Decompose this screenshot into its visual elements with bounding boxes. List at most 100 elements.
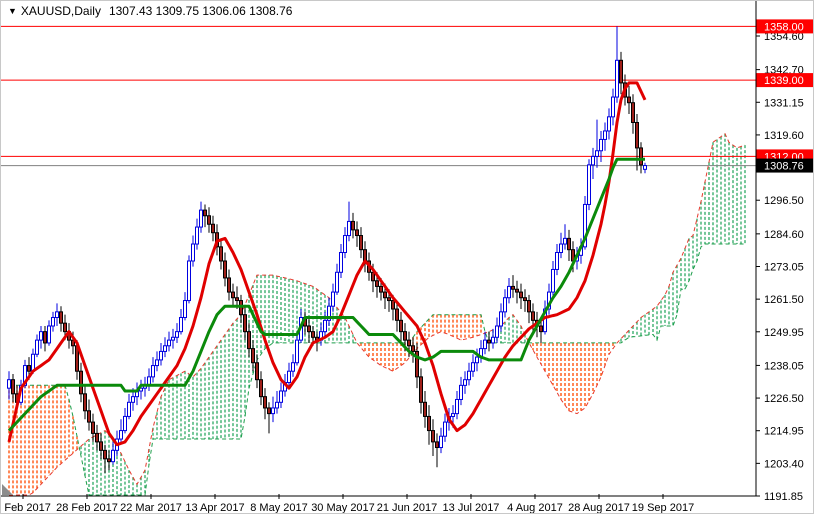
bear-candle-body: [379, 285, 383, 293]
bull-candle-body: [47, 325, 51, 344]
y-axis-label: 1203.40: [764, 458, 804, 470]
bear-candle-body: [407, 339, 411, 347]
bear-candle-body: [235, 297, 239, 302]
level-lines-layer: [1, 25, 756, 167]
bull-candle-body: [467, 370, 471, 381]
bull-candle-body: [279, 390, 283, 403]
bull-candle-body: [55, 311, 59, 319]
bull-candle-body: [327, 305, 331, 321]
bear-candle-body: [259, 379, 263, 398]
bear-candle-body: [627, 96, 631, 104]
bear-candle-body: [519, 291, 523, 299]
bull-candle-body: [191, 243, 195, 262]
bull-candle-body: [583, 203, 587, 248]
bear-candle-body: [267, 407, 271, 415]
x-axis-label: 13 Apr 2017: [185, 502, 244, 514]
bull-candle-body: [471, 362, 475, 372]
bear-candle-body: [255, 362, 259, 381]
bear-candle-body: [71, 339, 75, 347]
bear-candle-body: [631, 102, 635, 123]
bull-candle-body: [551, 268, 555, 293]
bull-candle-body: [183, 300, 187, 319]
bull-candle-body: [195, 226, 199, 245]
x-axis-label: 8 May 2017: [250, 502, 307, 514]
bull-candle-body: [603, 130, 607, 140]
bull-candle-body: [483, 339, 487, 350]
bear-candle-body: [243, 314, 247, 333]
y-axis-label: 1238.05: [764, 360, 804, 372]
bull-candle-body: [111, 449, 115, 463]
bear-candle-body: [527, 300, 531, 313]
x-axis-label: 19 Sep 2017: [632, 502, 694, 514]
bull-candle-body: [563, 237, 567, 245]
ohlc-readout: 1307.43 1309.75 1306.06 1308.76: [108, 4, 293, 18]
bear-candle-body: [203, 209, 207, 217]
bear-candle-body: [395, 308, 399, 321]
level-price-badge-text: 1339.00: [764, 75, 804, 87]
bull-candle-body: [463, 379, 467, 386]
bull-candle-body: [295, 339, 299, 364]
bull-candle-body: [643, 165, 647, 170]
bear-candle-body: [423, 401, 427, 417]
bull-candle-body: [451, 413, 455, 417]
bull-candle-body: [503, 297, 507, 313]
bear-candle-body: [403, 331, 407, 341]
bear-candle-body: [375, 280, 379, 287]
bull-candle-body: [51, 317, 55, 327]
bull-candle-body: [459, 384, 463, 400]
symbol-dropdown-icon[interactable]: ▼: [8, 6, 17, 16]
bull-candle-body: [595, 150, 599, 157]
level-price-badge: 1339.00: [756, 73, 813, 88]
bull-candle-body: [507, 285, 511, 299]
bull-candle-body: [275, 401, 279, 409]
bear-candle-body: [431, 430, 435, 443]
bear-candle-body: [83, 393, 87, 412]
bear-candle-body: [107, 458, 111, 463]
y-axis-label: 1331.15: [764, 97, 804, 109]
bear-candle-body: [635, 121, 639, 149]
bear-candle-body: [371, 271, 375, 282]
bull-candle-body: [499, 311, 503, 327]
bear-candle-body: [307, 325, 311, 333]
chart-title: ▼ XAUUSD,Daily 1307.43 1309.75 1306.06 130…: [8, 4, 292, 18]
bull-candle-body: [335, 271, 339, 293]
bear-candle-body: [247, 331, 251, 350]
bull-candle-body: [607, 116, 611, 132]
bull-candle-body: [443, 421, 447, 437]
y-axis-label: 1284.60: [764, 229, 804, 241]
bear-candle-body: [95, 432, 99, 443]
bear-candle-body: [99, 441, 103, 451]
level-price-badge: 1358.00: [756, 19, 813, 34]
bull-candle-body: [171, 336, 175, 341]
bear-candle-body: [351, 220, 355, 231]
bear-candle-body: [227, 277, 231, 293]
bear-candle-body: [435, 441, 439, 449]
bear-candle-body: [359, 235, 363, 251]
bear-candle-body: [363, 249, 367, 262]
bid-price-badge-text: 1308.76: [764, 161, 804, 173]
chart-scroll-marker: [2, 484, 13, 495]
bear-candle-body: [11, 379, 15, 395]
bear-candle-body: [223, 260, 227, 279]
bear-candle-body: [487, 339, 491, 344]
bull-candle-body: [35, 339, 39, 355]
bull-candle-body: [127, 401, 131, 417]
x-axis-label: 4 Aug 2017: [507, 502, 563, 514]
bear-candle-body: [523, 297, 527, 302]
y-axis-label: 1191.85: [764, 491, 803, 503]
bull-candle-body: [323, 319, 327, 333]
bear-candle-body: [63, 322, 67, 333]
bear-candle-body: [399, 319, 403, 333]
bull-candle-body: [159, 350, 163, 361]
bull-candle-body: [131, 396, 135, 403]
bull-candle-body: [7, 379, 11, 389]
bear-candle-body: [383, 291, 387, 299]
bear-candle-body: [355, 229, 359, 237]
bull-candle-body: [495, 325, 499, 338]
x-axis-label: 28 Aug 2017: [568, 502, 630, 514]
x-axis-label: 22 Mar 2017: [120, 502, 182, 514]
